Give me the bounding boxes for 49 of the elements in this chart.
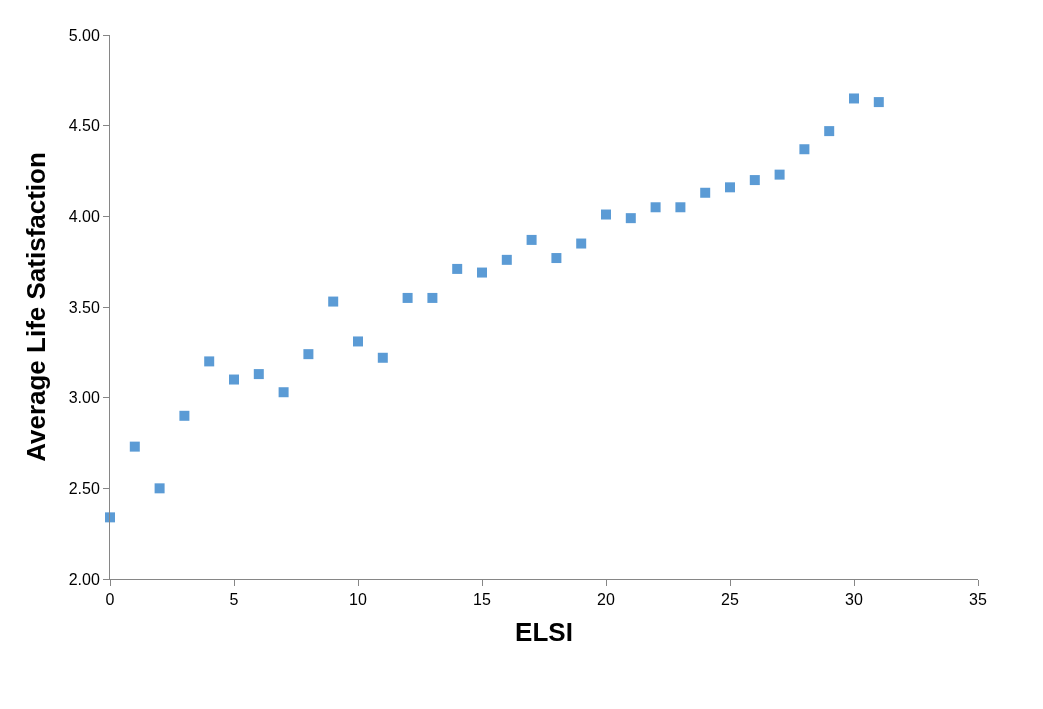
y-tick-label: 3.00 (68, 389, 100, 407)
point (253, 369, 264, 380)
point (328, 296, 339, 307)
y-tick-label: 4.50 (68, 117, 100, 135)
x-tick-label: 5 (229, 591, 239, 609)
point (625, 213, 636, 224)
point (576, 238, 587, 249)
point (749, 175, 760, 186)
point (849, 93, 859, 104)
point (700, 187, 711, 198)
y-tick-label: 2.00 (68, 570, 100, 588)
point (278, 387, 289, 398)
point (873, 97, 884, 108)
x-tick-label: 25 (721, 591, 739, 609)
point (725, 182, 735, 193)
y-tick-label: 2.50 (68, 479, 100, 497)
x-tick-label: 30 (845, 591, 863, 609)
y-tick-label: 4.00 (68, 207, 100, 225)
point (179, 410, 190, 421)
point (824, 126, 835, 137)
x-axis-title: ELSI (515, 616, 573, 647)
x-tick-label: 0 (105, 591, 115, 609)
point (402, 292, 413, 303)
point (501, 254, 512, 265)
point (229, 374, 239, 385)
point (105, 512, 115, 523)
point (377, 352, 388, 363)
point (303, 349, 314, 360)
point (774, 169, 785, 180)
x-tick-label: 35 (969, 591, 987, 609)
point (601, 209, 611, 220)
point (551, 253, 562, 264)
point (204, 356, 215, 367)
point (353, 336, 363, 347)
point (675, 202, 686, 213)
x-tick-label: 10 (349, 591, 367, 609)
point (526, 234, 537, 245)
x-tick-label: 15 (473, 591, 491, 609)
point (154, 483, 165, 494)
point (477, 267, 487, 278)
y-axis-title: Average Life Satisfaction (21, 152, 52, 462)
point (129, 441, 140, 452)
point (650, 202, 661, 213)
y-tick-label: 5.00 (68, 26, 100, 44)
y-tick-label: 3.50 (68, 298, 100, 316)
point (427, 292, 438, 303)
x-tick-label: 20 (597, 591, 615, 609)
point (452, 263, 463, 274)
point (799, 144, 810, 155)
